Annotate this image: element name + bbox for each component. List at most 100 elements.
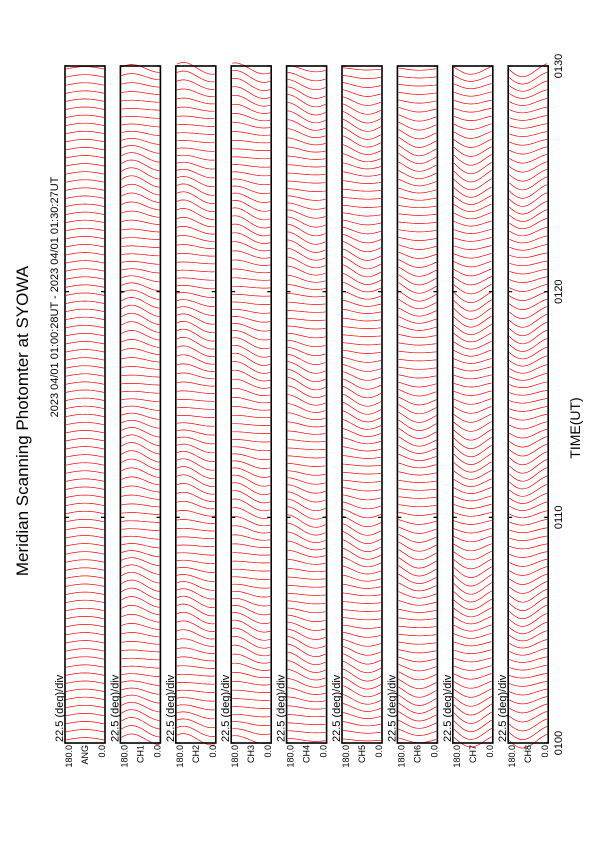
scan-trace	[398, 114, 437, 122]
scan-trace	[398, 600, 437, 606]
x-tick-label: 0100	[553, 731, 565, 755]
scan-trace	[121, 245, 160, 248]
scan-trace	[121, 450, 160, 463]
scan-trace	[176, 474, 215, 487]
panel-traces	[176, 62, 215, 746]
scan-trace	[453, 413, 492, 423]
scan-trace	[453, 624, 492, 632]
scan-trace	[287, 477, 326, 485]
scan-trace	[121, 641, 160, 645]
scan-trace	[232, 185, 271, 194]
scan-trace	[453, 138, 492, 148]
scan-trace	[176, 466, 215, 479]
scan-trace	[176, 124, 215, 127]
scan-trace	[398, 342, 437, 346]
scan-trace	[176, 733, 215, 746]
scan-trace	[509, 639, 548, 649]
scan-trace	[342, 401, 382, 415]
scan-trace	[287, 256, 326, 269]
channel-label: ANG	[80, 745, 90, 765]
scan-trace	[65, 98, 105, 102]
scan-trace	[453, 315, 492, 328]
panel-frame	[175, 65, 217, 744]
panel-ch3: 180.0 0.0 CH3 22.5 (deg)/div	[220, 62, 273, 768]
scan-trace	[398, 290, 437, 302]
scan-trace	[232, 525, 271, 534]
scan-trace	[398, 573, 437, 584]
scan-trace	[453, 245, 492, 250]
scan-trace	[342, 308, 382, 314]
scan-trace	[342, 241, 382, 253]
scale-label: 22.5 (deg)/div	[497, 674, 509, 742]
scan-trace	[453, 469, 492, 480]
y-tick-label-bottom: 0.0	[374, 745, 384, 758]
scan-trace	[65, 292, 105, 296]
scan-trace	[121, 138, 160, 145]
scan-trace	[176, 567, 215, 573]
scan-trace	[121, 159, 160, 172]
scan-trace	[342, 118, 382, 132]
scan-trace	[121, 434, 160, 446]
scan-trace	[176, 588, 215, 600]
scan-trace	[176, 140, 215, 144]
scan-trace	[453, 358, 492, 364]
scan-trace	[65, 236, 105, 240]
scan-trace	[287, 368, 326, 383]
scan-trace	[65, 454, 105, 458]
scan-trace	[232, 344, 271, 358]
y-tick-label-bottom: 0.0	[540, 745, 550, 758]
scan-trace	[65, 405, 105, 409]
scan-trace	[453, 657, 492, 663]
scan-trace	[453, 154, 492, 166]
scan-trace	[121, 183, 160, 196]
scan-trace	[121, 419, 160, 429]
scan-trace	[453, 711, 492, 724]
scan-trace	[65, 381, 105, 385]
scan-trace	[287, 705, 326, 710]
panel-ang: 180.0 0.0 ANG 22.5 (deg)/div	[54, 65, 107, 768]
scan-trace	[509, 218, 548, 230]
scan-trace	[65, 575, 105, 579]
scan-trace	[176, 527, 215, 532]
scan-trace	[398, 496, 437, 499]
scan-trace	[176, 208, 215, 220]
scan-trace	[232, 122, 271, 129]
scan-trace	[176, 168, 215, 179]
scan-trace	[287, 714, 326, 718]
scan-trace	[176, 285, 215, 290]
scan-trace	[65, 737, 105, 741]
scan-trace	[342, 248, 382, 261]
scan-trace	[342, 556, 382, 568]
scan-trace	[176, 277, 215, 281]
scan-trace	[121, 725, 160, 738]
scan-trace	[287, 430, 326, 435]
scan-trace	[65, 357, 105, 361]
scan-trace	[232, 460, 271, 469]
scan-trace	[121, 130, 160, 136]
scan-trace	[121, 321, 160, 333]
y-tick-label-top: 180.0	[119, 745, 129, 768]
scan-trace	[287, 318, 326, 321]
scan-trace	[342, 272, 382, 285]
channel-label: CH3	[246, 745, 256, 763]
scan-trace	[287, 346, 326, 357]
scan-trace	[121, 175, 160, 188]
channel-label: CH8	[523, 745, 533, 763]
scan-trace	[453, 527, 492, 534]
panel-traces	[398, 67, 437, 744]
y-tick-label-top: 180.0	[64, 745, 74, 768]
scan-trace	[121, 571, 160, 584]
scan-trace	[232, 619, 271, 633]
scan-trace	[287, 506, 326, 520]
scan-trace	[287, 540, 326, 551]
scan-trace	[121, 210, 160, 218]
scan-trace	[342, 82, 382, 88]
scan-trace	[232, 453, 271, 460]
scan-trace	[453, 495, 492, 502]
scan-trace	[508, 613, 548, 627]
scan-trace	[398, 641, 437, 645]
scan-trace	[65, 518, 105, 523]
scan-trace	[398, 358, 437, 362]
scan-trace	[342, 180, 382, 184]
